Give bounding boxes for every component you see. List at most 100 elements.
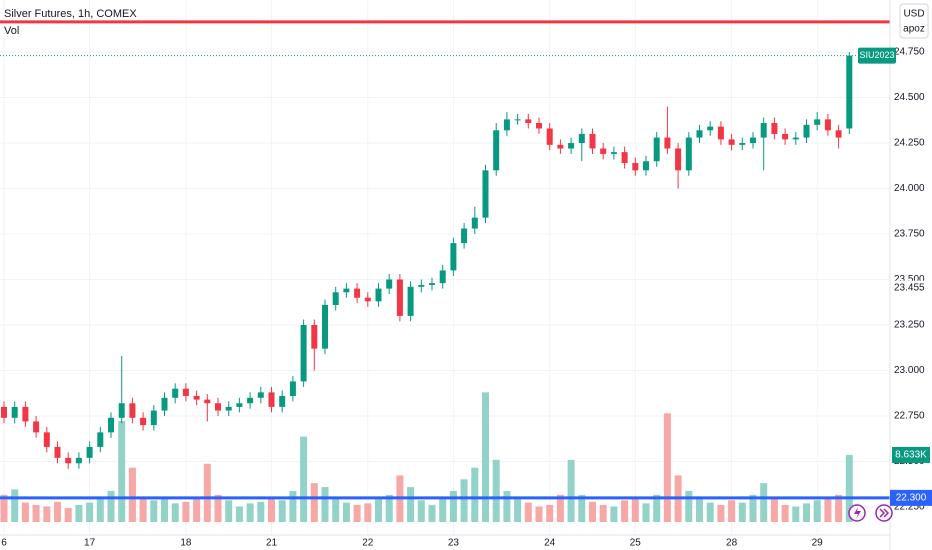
volume-bar (824, 498, 832, 522)
candle-body (364, 297, 371, 302)
volume-bar (43, 506, 51, 522)
volume-bar (813, 500, 821, 522)
volume-bar (589, 501, 596, 522)
volume-bar (257, 501, 265, 522)
candle-body (707, 126, 714, 131)
candle-body (493, 130, 500, 171)
volume-bar (696, 498, 703, 522)
volume-bar (460, 479, 468, 522)
price-tag-label: 22.300 (896, 493, 927, 504)
candle-body (600, 148, 607, 154)
candle-body (610, 152, 617, 154)
marker-tag (891, 280, 932, 295)
volume-bar (375, 498, 382, 522)
volume-bar (214, 494, 222, 522)
volume-bar (0, 494, 8, 522)
candle-body (215, 403, 221, 411)
volume-bar (417, 500, 425, 522)
volume-bar (225, 500, 233, 522)
candle-body (268, 392, 275, 407)
volume-bar (535, 506, 543, 522)
volume-bar (150, 500, 158, 522)
candle-body (300, 325, 307, 382)
candle-body (792, 137, 799, 140)
lightning-icon (854, 507, 861, 519)
candle-body (65, 457, 72, 464)
volume-bar (139, 497, 147, 522)
currency-box[interactable] (899, 3, 929, 39)
volume-bar (749, 494, 757, 522)
volume-bar (578, 494, 586, 522)
price-tag (890, 489, 932, 506)
volume-bar (385, 494, 393, 522)
x-tick-label: 6 (1, 538, 7, 549)
candle-body (846, 55, 853, 129)
volume-bar (631, 498, 639, 522)
y-tick-label: 24.250 (894, 138, 925, 149)
candle-body (589, 133, 596, 149)
volume-bar (342, 502, 350, 522)
x-tick-label: 23 (448, 538, 460, 549)
candle-body (643, 161, 649, 171)
candle-body (332, 292, 339, 305)
candle-body (739, 143, 746, 145)
y-tick-label: 23.750 (894, 229, 925, 240)
indicator-label: Vol (4, 25, 19, 37)
symbol-label: SIU2023 (859, 50, 894, 60)
candle-body (343, 288, 350, 293)
volume-bar (32, 504, 40, 522)
candle-body (289, 381, 296, 396)
candle-body (11, 406, 18, 418)
candle-body (140, 417, 147, 426)
volume-bar (407, 487, 415, 522)
y-tick-label: 24.750 (894, 47, 925, 58)
candle-body (75, 457, 82, 464)
candle-body (471, 217, 478, 229)
volume-bar (482, 392, 489, 522)
candle-body (536, 123, 542, 129)
candle-body (771, 123, 778, 134)
candle-body (514, 119, 521, 121)
volume-bar (738, 502, 746, 522)
candle-body (386, 279, 393, 289)
candle-body (439, 270, 446, 284)
volume-bar (268, 498, 275, 522)
candle-body (354, 288, 361, 298)
candle-body (311, 325, 318, 349)
volume-bar (524, 502, 532, 522)
candle-body (172, 388, 179, 398)
y-tick-label: 22.750 (894, 411, 925, 422)
candle-body (54, 446, 61, 458)
candle-body (568, 143, 575, 149)
candle-body (503, 119, 510, 131)
volume-bar (728, 500, 736, 522)
candle-body (161, 397, 168, 411)
candle-body (803, 124, 810, 138)
candle-body (461, 228, 468, 244)
volume-bar (610, 506, 618, 522)
volume-tag-label: 8.633K (895, 450, 927, 461)
volume-bar (193, 498, 201, 522)
volume-bar (621, 500, 629, 522)
candle-body (257, 392, 264, 398)
volume-bar (21, 502, 29, 522)
volume-bar (439, 498, 447, 522)
volume-bar (118, 421, 126, 522)
volume-bar (642, 503, 650, 522)
volume-bar (770, 498, 778, 522)
volume-bar (546, 504, 554, 522)
candle-body (118, 403, 125, 418)
candle-body (632, 163, 639, 171)
volume-bar (310, 483, 318, 522)
candle-body (557, 144, 564, 149)
candle-body (1, 406, 7, 418)
volume-bar (663, 413, 671, 522)
candle-body (86, 446, 93, 458)
candle-body (396, 279, 403, 316)
candle-body (279, 395, 286, 407)
volume-bar (653, 494, 661, 522)
candle-body (236, 403, 243, 407)
candle-body (193, 395, 200, 400)
candle-body (429, 283, 435, 285)
volume-bar (364, 503, 372, 522)
